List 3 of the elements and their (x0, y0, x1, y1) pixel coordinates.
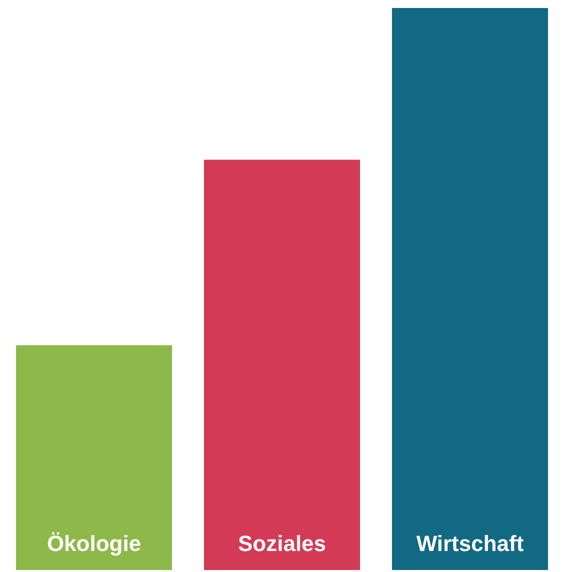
x-tick-label: Wirtschaft (416, 531, 524, 556)
x-tick-label: Soziales (238, 531, 326, 556)
x-tick-label: Ökologie (46, 531, 142, 556)
